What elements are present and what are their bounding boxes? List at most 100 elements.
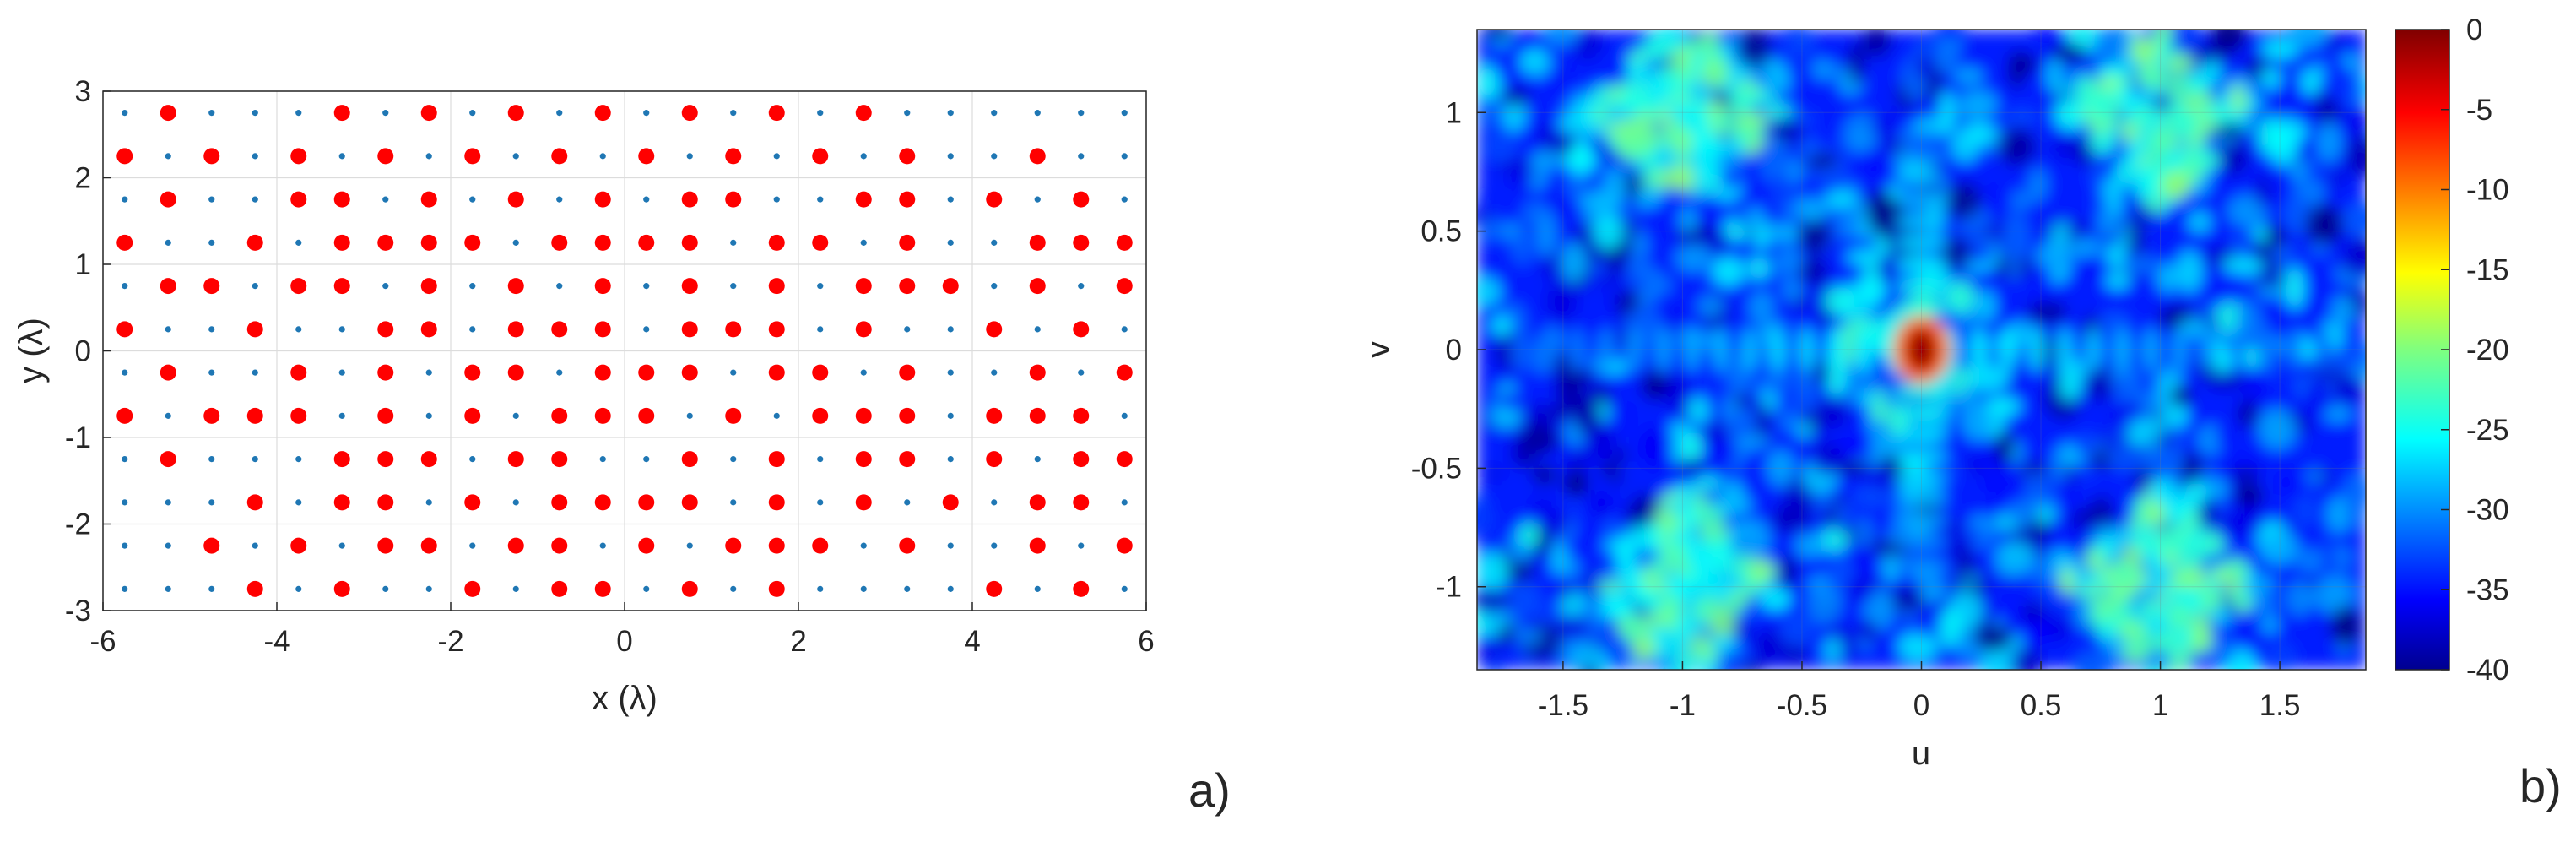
active-element <box>1029 148 1046 165</box>
grid-point <box>338 153 345 160</box>
active-element <box>812 407 829 424</box>
active-element <box>855 321 872 338</box>
active-element <box>507 278 524 295</box>
active-element <box>246 234 263 251</box>
active-element <box>551 451 568 468</box>
active-element <box>1029 234 1046 251</box>
x-ticks-b: -1.5 -1 -0.5 0 0.5 1 1.5 <box>1538 661 2300 722</box>
active-element <box>768 580 785 597</box>
active-element <box>420 451 437 468</box>
grid-point <box>512 585 519 592</box>
grid-point <box>1121 412 1128 419</box>
active-element <box>333 494 350 511</box>
active-element <box>855 407 872 424</box>
grid-point <box>773 412 780 419</box>
v-tick-label: 1 <box>1446 96 1462 129</box>
grid-point <box>122 585 128 592</box>
active-element <box>420 234 437 251</box>
active-element <box>986 451 1003 468</box>
grid-point <box>643 283 650 290</box>
grid-point <box>122 499 128 506</box>
grid-point <box>425 369 432 376</box>
active-element <box>551 407 568 424</box>
grid-point <box>1034 196 1041 203</box>
grid-point <box>817 499 824 506</box>
active-element <box>507 451 524 468</box>
grid-point <box>295 499 302 506</box>
grid-point <box>860 239 867 246</box>
active-element <box>160 105 176 122</box>
grid-point <box>382 196 389 203</box>
grid-point <box>860 542 867 549</box>
active-element <box>1029 407 1046 424</box>
grid-point <box>817 196 824 203</box>
y-tick-label: 3 <box>75 75 91 108</box>
active-element <box>203 278 220 295</box>
grid-b <box>1477 30 2366 670</box>
active-element <box>290 537 307 554</box>
active-element <box>681 191 698 208</box>
grid-point <box>165 326 171 333</box>
active-element <box>551 234 568 251</box>
y-axis-label-b: v <box>1360 341 1397 358</box>
grid-point <box>252 542 258 549</box>
active-element <box>507 105 524 122</box>
grid-point <box>947 542 954 549</box>
grid-point <box>947 196 954 203</box>
active-element <box>333 105 350 122</box>
active-element <box>246 321 263 338</box>
colorbar-ticks: 0 -5 -10 -15 -20 -25 -30 -35 -40 <box>2441 14 2509 687</box>
active-element <box>1116 537 1133 554</box>
grid-point <box>730 499 737 506</box>
active-element <box>725 537 742 554</box>
grid-point <box>295 239 302 246</box>
grid-point <box>1078 369 1085 376</box>
active-element <box>1116 364 1133 381</box>
colorbar-tick-label: 0 <box>2466 14 2482 46</box>
grid-point <box>947 153 954 160</box>
grid-point <box>165 499 171 506</box>
active-element <box>377 537 394 554</box>
active-element <box>551 537 568 554</box>
y-tick-label: 2 <box>75 162 91 195</box>
active-element <box>507 321 524 338</box>
y-tick-label: -3 <box>65 595 91 627</box>
y-axis-label-a: y (λ) <box>13 318 50 383</box>
active-element <box>507 364 524 381</box>
active-element <box>594 234 611 251</box>
grid-point <box>1121 499 1128 506</box>
active-elements-a <box>116 105 1133 597</box>
grid-point <box>730 585 737 592</box>
active-element <box>681 580 698 597</box>
grid-point <box>556 196 563 203</box>
grid-point <box>165 153 171 160</box>
u-tick-label: 0 <box>1913 689 1929 722</box>
grid-point <box>208 369 215 376</box>
active-element <box>638 407 655 424</box>
grid-point <box>122 110 128 117</box>
grid-point <box>295 585 302 592</box>
grid-point <box>599 456 606 463</box>
active-element <box>725 321 742 338</box>
active-element <box>768 105 785 122</box>
grid-point <box>165 542 171 549</box>
grid-point <box>295 110 302 117</box>
grid-point <box>1034 326 1041 333</box>
active-element <box>1073 494 1090 511</box>
active-element <box>1073 191 1090 208</box>
grid-point <box>512 239 519 246</box>
active-element <box>638 148 655 165</box>
active-element <box>594 407 611 424</box>
u-tick-label: -1.5 <box>1538 689 1588 722</box>
active-element <box>681 105 698 122</box>
active-element <box>290 407 307 424</box>
active-element <box>160 278 176 295</box>
active-element <box>420 105 437 122</box>
grid-point <box>208 326 215 333</box>
active-element <box>768 494 785 511</box>
grid-point <box>643 326 650 333</box>
grid-point <box>860 153 867 160</box>
colorbar-tick-label: -35 <box>2466 573 2509 606</box>
grid-point <box>556 369 563 376</box>
grid-point <box>686 412 693 419</box>
